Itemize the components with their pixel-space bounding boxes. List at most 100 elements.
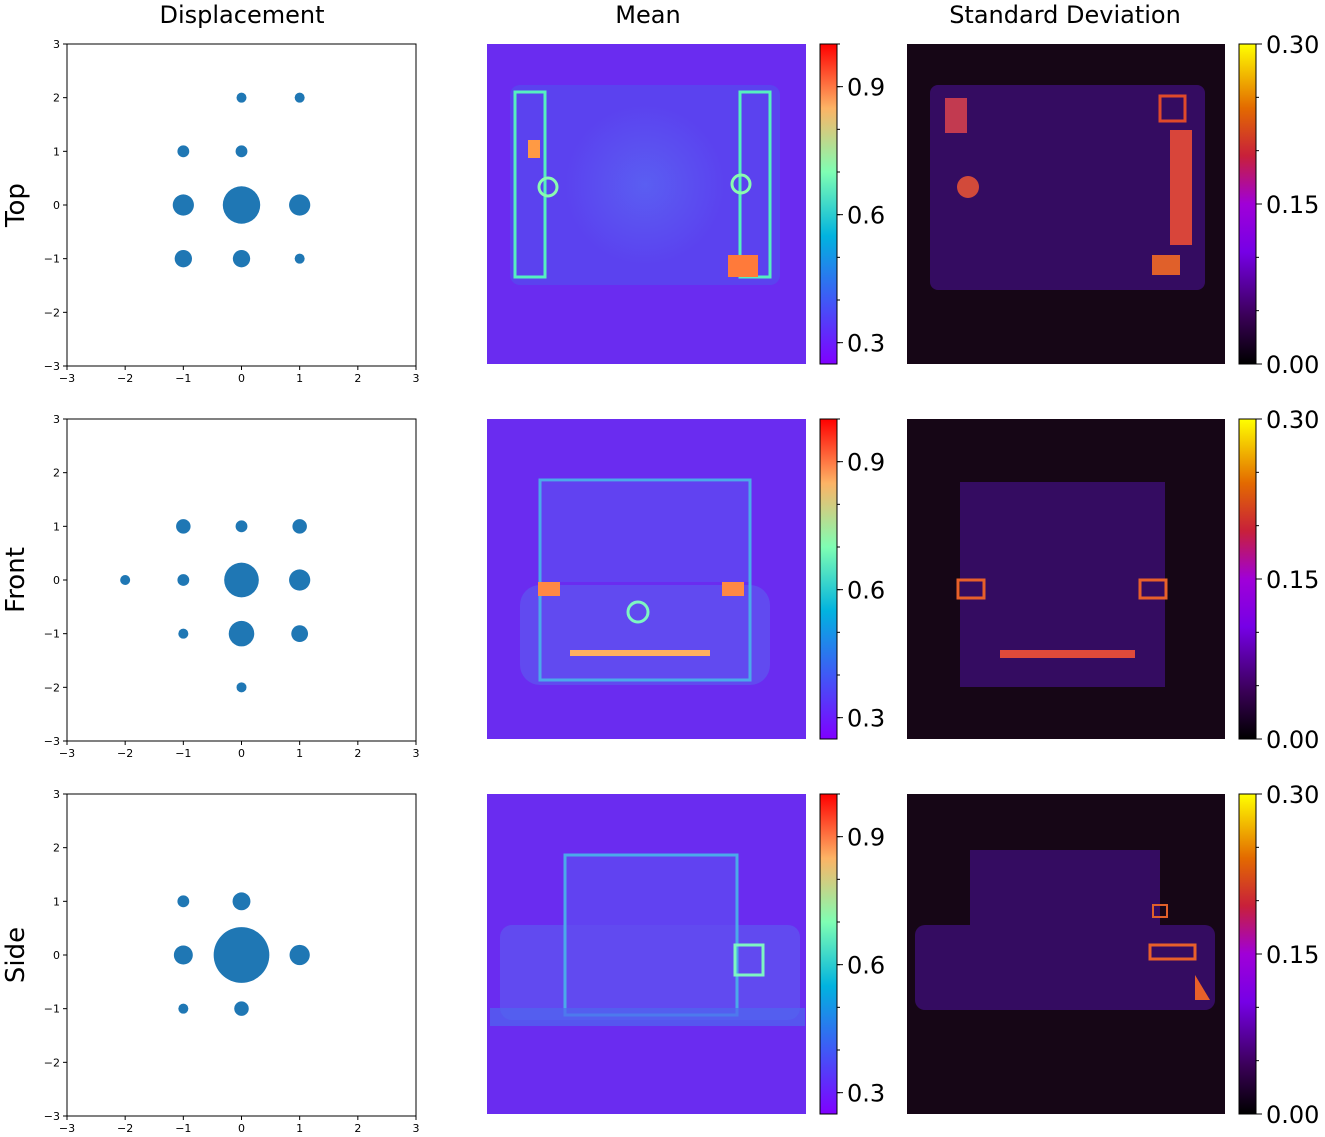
scatter-point [176, 519, 191, 534]
mean-image-side [487, 794, 806, 1114]
x-tick-label: −3 [59, 1122, 75, 1135]
y-tick-label: −1 [44, 253, 60, 266]
colorbar-gradient [1238, 418, 1257, 740]
x-tick-label: −1 [175, 1122, 191, 1135]
y-tick-label: −3 [44, 360, 60, 373]
row-title-front: Front [1, 547, 31, 613]
colorbar-tick-label: 0.15 [1266, 191, 1319, 219]
scatter-point [235, 145, 248, 158]
scatter-point [232, 250, 251, 268]
x-tick-label: −3 [59, 372, 75, 385]
x-tick-label: 3 [413, 1122, 420, 1135]
colorbar-tick-label: 0.6 [847, 577, 885, 605]
colorbar-tick-label: 0.6 [847, 202, 885, 230]
colorbar-tick-label: 0.3 [847, 330, 885, 358]
scatter-point [178, 1003, 189, 1014]
x-tick-label: 2 [354, 372, 361, 385]
y-tick-label: 3 [53, 413, 60, 426]
column-title-displacement: Displacement [160, 1, 325, 29]
x-tick-label: 1 [296, 1122, 303, 1135]
y-tick-label: 1 [53, 145, 60, 158]
std-image-side [907, 794, 1225, 1114]
colorbar-gradient [1238, 43, 1257, 365]
scatter-point [292, 519, 307, 534]
y-tick-label: −2 [44, 1056, 60, 1069]
scatter-point [172, 194, 194, 216]
y-tick-label: 2 [53, 92, 60, 105]
displacement-scatter-top: −3 −2 −1 0 1 2 3 −3 −2 −1 0 1 2 3 [44, 38, 420, 385]
x-tick-label: −2 [117, 747, 133, 760]
y-tick-label: 2 [53, 842, 60, 855]
std-colorbar-front: 0.00 0.15 0.30 [1238, 406, 1319, 754]
x-tick-label: 2 [354, 747, 361, 760]
scatter-point [222, 186, 261, 224]
scatter-point [235, 520, 248, 533]
y-tick-label: 1 [53, 520, 60, 533]
colorbar-tick-label: 0.15 [1266, 566, 1319, 594]
x-tick-label: 1 [296, 372, 303, 385]
y-tick-label: −1 [44, 1003, 60, 1016]
scatter-point [289, 194, 311, 216]
mean-image-top [487, 44, 806, 364]
colorbar-gradient [819, 793, 838, 1115]
scatter-point [289, 569, 311, 591]
scatter-point [174, 250, 192, 268]
std-colorbar-top: 0.00 0.15 0.30 [1238, 31, 1319, 379]
colorbar-tick-label: 0.00 [1266, 726, 1319, 754]
colorbar-tick-label: 0.00 [1266, 1101, 1319, 1129]
colorbar-tick-label: 0.30 [1266, 31, 1319, 59]
mean-image-front [487, 419, 806, 739]
scatter-point [120, 575, 131, 585]
column-title-mean: Mean [615, 1, 680, 29]
x-tick-label: 0 [238, 747, 245, 760]
x-tick-label: 1 [296, 747, 303, 760]
x-tick-label: 3 [413, 372, 420, 385]
y-tick-label: −3 [44, 1110, 60, 1123]
colorbar-tick-label: 0.9 [847, 449, 885, 477]
scatter-point [224, 562, 259, 598]
colorbar-gradient [1238, 793, 1257, 1115]
colorbar-tick-label: 0.30 [1266, 781, 1319, 809]
scatter-point [177, 574, 190, 586]
scatter-point [177, 145, 190, 158]
y-tick-label: 3 [53, 38, 60, 51]
y-tick-label: 3 [53, 788, 60, 801]
scatter-point [294, 92, 305, 103]
colorbar-tick-label: 0.3 [847, 705, 885, 733]
scatter-point [173, 945, 193, 965]
x-tick-label: −2 [117, 1122, 133, 1135]
y-tick-label: −2 [44, 681, 60, 694]
colorbar-tick-label: 0.6 [847, 952, 885, 980]
row-title-top: Top [1, 183, 31, 228]
column-title-std: Standard Deviation [949, 1, 1181, 29]
y-tick-label: 2 [53, 467, 60, 480]
scatter-point [289, 944, 310, 966]
displacement-scatter-front: −3 −2 −1 0 1 2 3 −3 −2 −1 0 1 2 3 [44, 413, 420, 760]
y-tick-label: 0 [53, 574, 60, 587]
x-tick-label: 0 [238, 1122, 245, 1135]
scatter-point [213, 927, 270, 983]
y-tick-label: 0 [53, 949, 60, 962]
x-tick-label: −2 [117, 372, 133, 385]
colorbar-tick-label: 0.3 [847, 1080, 885, 1108]
scatter-point [178, 628, 189, 639]
colorbar-tick-label: 0.00 [1266, 351, 1319, 379]
mean-colorbar-top: 0.3 0.6 0.9 [819, 43, 885, 365]
colorbar-tick-label: 0.9 [847, 824, 885, 852]
colorbar-tick-label: 0.9 [847, 74, 885, 102]
x-tick-label: −1 [175, 372, 191, 385]
std-colorbar-side: 0.00 0.15 0.30 [1238, 781, 1319, 1129]
scatter-point [236, 92, 247, 103]
colorbar-gradient [819, 418, 838, 740]
displacement-scatter-side: −3 −2 −1 0 1 2 3 −3 −2 −1 0 1 2 3 [44, 788, 420, 1135]
mean-colorbar-side: 0.3 0.6 0.9 [819, 793, 885, 1115]
row-title-side: Side [1, 927, 31, 983]
x-tick-label: 3 [413, 747, 420, 760]
y-tick-label: −2 [44, 306, 60, 319]
x-tick-label: 2 [354, 1122, 361, 1135]
std-image-top [907, 44, 1225, 364]
y-tick-label: 1 [53, 895, 60, 908]
y-tick-label: 0 [53, 199, 60, 212]
colorbar-tick-label: 0.15 [1266, 941, 1319, 969]
